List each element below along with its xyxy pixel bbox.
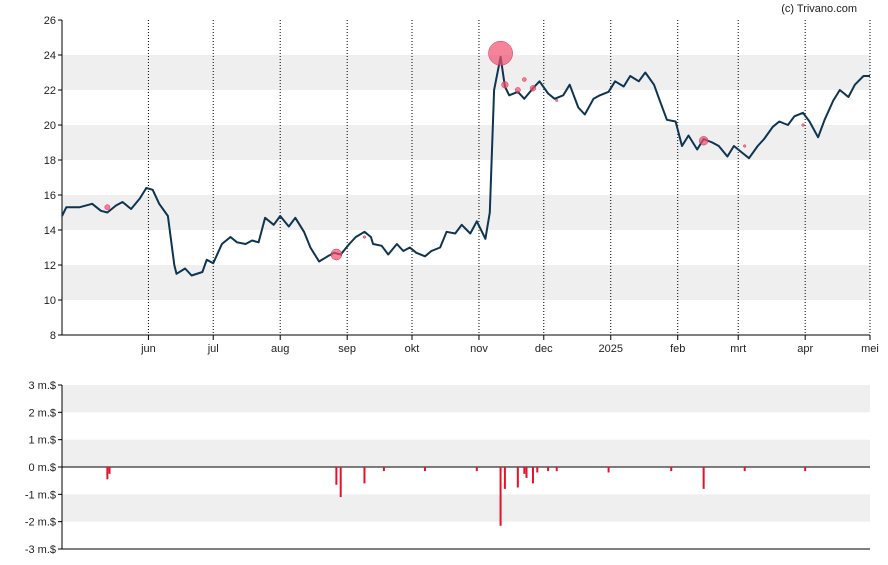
volume-y-tick-label: -2 m.$ <box>25 517 56 529</box>
price-y-tick-label: 12 <box>44 260 56 272</box>
volume-bar <box>363 467 366 484</box>
volume-bar <box>525 467 528 478</box>
x-tick-label: mrt <box>730 343 746 355</box>
volume-bar <box>335 467 338 485</box>
volume-y-tick-label: -3 m.$ <box>25 544 56 556</box>
price-grid-band <box>62 195 870 230</box>
price-y-tick-label: 8 <box>50 330 56 342</box>
transaction-bubble <box>488 40 513 66</box>
volume-bar <box>523 467 526 474</box>
volume-bar <box>108 467 111 474</box>
price-series-line <box>61 55 870 277</box>
volume-y-tick-label: 0 m.$ <box>28 462 56 474</box>
transaction-bubble <box>555 99 559 102</box>
transaction-bubble <box>330 248 343 261</box>
volume-y-tick-label: 1 m.$ <box>28 435 56 447</box>
volume-bar <box>547 467 550 472</box>
volume-bar <box>555 467 558 472</box>
volume-bar <box>607 467 610 473</box>
x-tick-label: jun <box>140 343 156 355</box>
x-tick-label: 2025 <box>599 343 623 355</box>
price-y-tick-label: 22 <box>44 85 56 97</box>
volume-grid-band <box>62 385 870 413</box>
price-y-tick-label: 26 <box>44 15 56 27</box>
volume-panel: 3 m.$ 2 m.$ 1 m.$ 0 m.$ -1 m.$ -2 m.$ -3 m.$ <box>25 380 870 556</box>
volume-bar <box>670 467 673 472</box>
price-panel: jun jul aug sep okt nov dec 2025 feb mrt apr mei 8 10… <box>44 15 879 355</box>
transaction-bubble <box>362 235 367 239</box>
transaction-bubble <box>743 144 747 148</box>
volume-bar <box>536 467 539 473</box>
volume-bar <box>702 467 705 489</box>
x-tick-label: feb <box>670 343 685 355</box>
volume-bar <box>503 467 506 489</box>
x-tick-label: nov <box>470 343 488 355</box>
volume-bar <box>516 467 519 488</box>
x-tick-label: dec <box>535 343 553 355</box>
volume-y-tick-label: 3 m.$ <box>28 380 56 392</box>
x-tick-label: apr <box>797 343 813 355</box>
credit-label: (c) Trivano.com <box>781 3 857 15</box>
transaction-bubble <box>529 85 537 92</box>
price-y-tick-label: 18 <box>44 155 56 167</box>
price-y-tick-label: 24 <box>44 50 56 62</box>
price-grid-band <box>62 125 870 160</box>
volume-bar <box>804 467 807 472</box>
volume-bar <box>475 467 478 472</box>
volume-bar <box>499 467 502 526</box>
x-tick-label: mei <box>861 343 879 355</box>
price-y-tick-label: 20 <box>44 120 56 132</box>
volume-bar <box>423 467 426 472</box>
price-y-tick-label: 16 <box>44 190 56 202</box>
transaction-bubble <box>522 77 527 82</box>
x-tick-label: okt <box>405 343 420 355</box>
volume-grid-band <box>62 494 870 522</box>
volume-bar <box>339 467 342 498</box>
volume-y-tick-label: -1 m.$ <box>25 489 56 501</box>
x-tick-label: jul <box>207 343 219 355</box>
x-tick-label: sep <box>338 343 356 355</box>
volume-bar <box>382 467 385 472</box>
volume-bar <box>531 467 534 484</box>
transaction-bubble <box>801 123 805 127</box>
transaction-bubble <box>698 136 709 146</box>
transaction-bubble <box>514 87 521 93</box>
price-grid-band <box>62 55 870 90</box>
price-y-tick-label: 10 <box>44 295 56 307</box>
x-tick-label: aug <box>271 343 289 355</box>
volume-y-tick-label: 2 m.$ <box>28 407 56 419</box>
volume-grid-band <box>62 439 870 467</box>
transaction-bubble <box>104 204 111 211</box>
price-grid-band <box>62 265 870 300</box>
volume-bar <box>743 467 746 472</box>
transaction-bubble <box>501 81 509 89</box>
price-y-tick-label: 14 <box>44 225 56 237</box>
volume-bar <box>106 467 109 480</box>
